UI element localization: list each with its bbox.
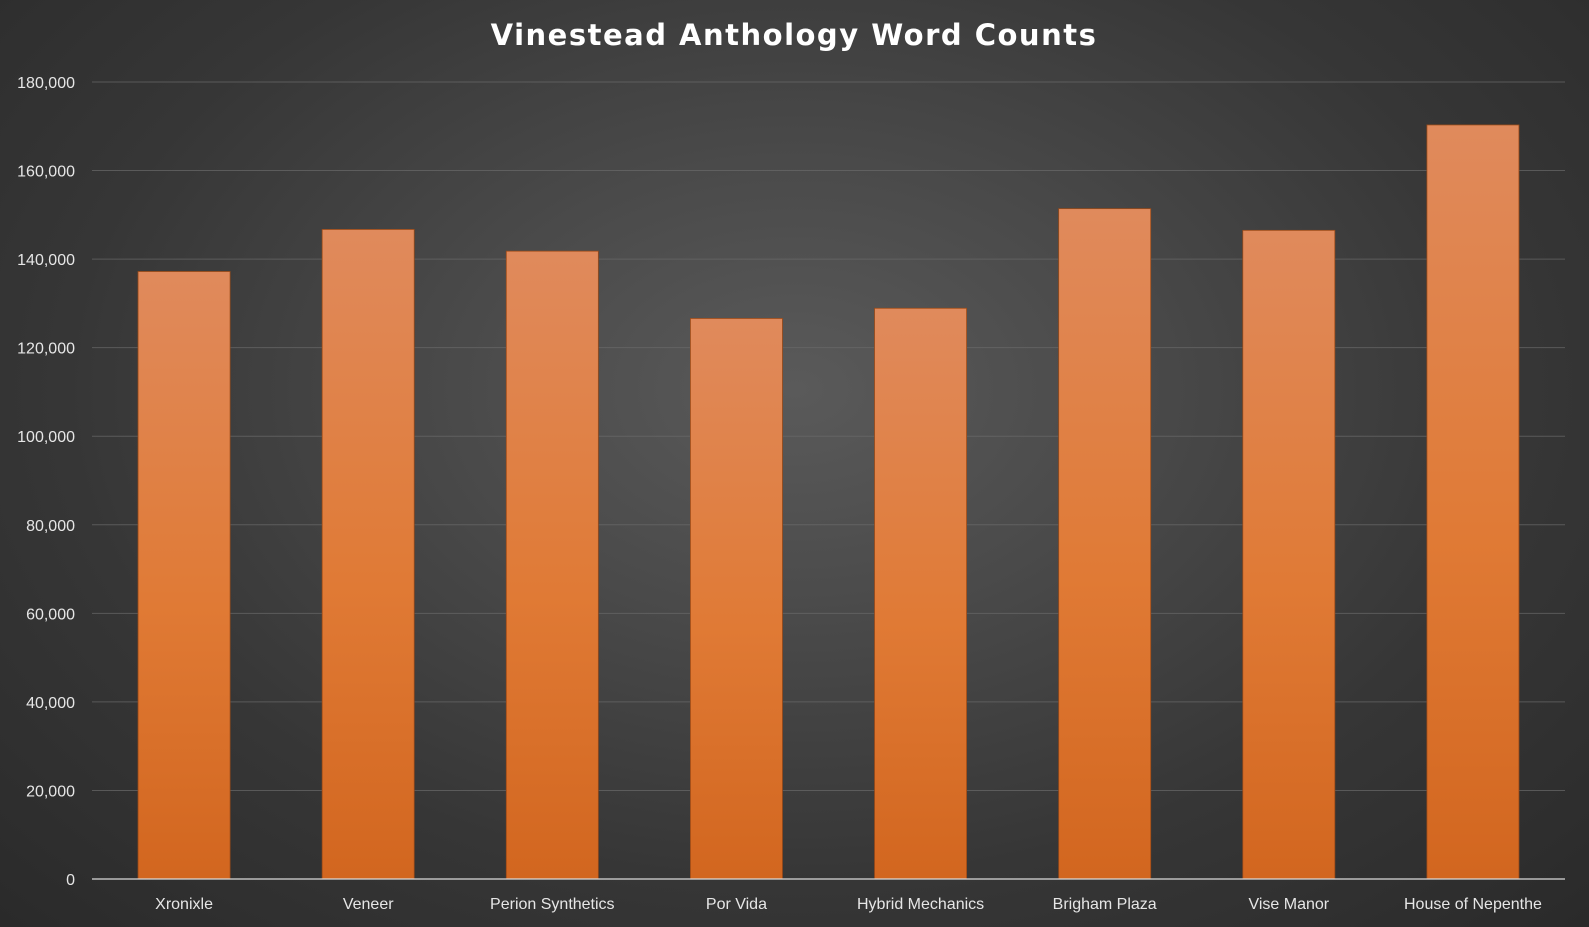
x-tick-label: Por Vida: [706, 896, 767, 913]
y-tick-label: 180,000: [17, 75, 75, 92]
bar-brigham-plaza: [1058, 208, 1152, 880]
y-tick-label: 120,000: [17, 341, 75, 358]
y-tick-label: 140,000: [17, 252, 75, 269]
bar-vise-manor: [1242, 229, 1336, 880]
bar-house-of-nepenthe: [1426, 124, 1520, 880]
x-tick-label: Xronixle: [155, 896, 213, 913]
y-axis-tick-labels: 0 20,000 40,000 60,000 80,000 100,000 120,000 1…: [17, 75, 75, 889]
y-tick-label: 20,000: [26, 783, 75, 800]
x-tick-label: Brigham Plaza: [1053, 896, 1157, 913]
bar-por-vida: [690, 318, 783, 880]
gridlines: [92, 81, 1565, 791]
x-tick-label: Hybrid Mechanics: [857, 896, 984, 913]
y-tick-label: 60,000: [26, 606, 75, 623]
bar-xronixle: [137, 271, 231, 880]
y-tick-label: 80,000: [26, 518, 75, 535]
x-tick-label: House of Nepenthe: [1404, 896, 1542, 913]
bars: [137, 124, 1520, 880]
x-tick-label: Vise Manor: [1248, 896, 1329, 913]
y-tick-label: 160,000: [17, 164, 75, 181]
x-tick-label: Veneer: [343, 896, 394, 913]
chart-title: Vinestead Anthology Word Counts: [491, 18, 1098, 52]
x-tick-label: Perion Synthetics: [490, 896, 615, 913]
y-tick-label: 0: [66, 872, 75, 889]
y-tick-label: 100,000: [17, 429, 75, 446]
x-axis-tick-labels: Xronixle Veneer Perion Synthetics Por Vida H…: [155, 896, 1542, 913]
bar-hybrid-mechanics: [874, 307, 967, 880]
bar-perion-synthetics: [505, 250, 599, 880]
bar-veneer: [321, 229, 415, 880]
y-tick-label: 40,000: [26, 695, 75, 712]
